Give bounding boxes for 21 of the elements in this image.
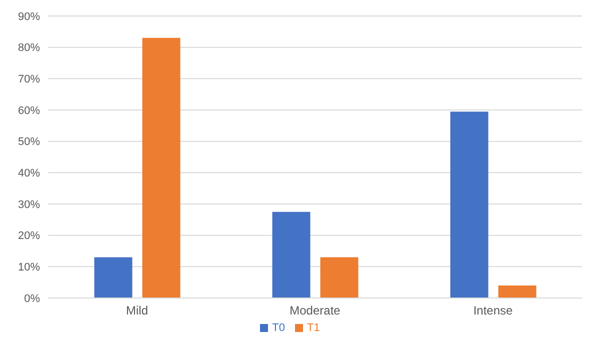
bar [498, 285, 536, 298]
legend-label: T1 [307, 322, 320, 334]
bar [320, 257, 358, 298]
y-tick-label: 70% [18, 74, 40, 86]
y-tick-label: 10% [18, 262, 40, 274]
bar [272, 212, 310, 298]
y-tick-label: 60% [18, 104, 40, 117]
y-tick-label: 40% [18, 168, 40, 180]
x-tick-label: Mild [126, 304, 148, 318]
x-tick-label: Moderate [290, 304, 341, 318]
y-tick-label: 90% [18, 10, 40, 23]
bar [450, 112, 488, 298]
y-tick-label: 50% [18, 136, 40, 148]
y-tick-label: 30% [18, 198, 40, 211]
y-tick-label: 80% [18, 42, 40, 54]
x-tick-label: Intense [473, 304, 513, 318]
bar [94, 257, 132, 298]
y-tick-label: 20% [18, 230, 40, 242]
bar [142, 38, 180, 298]
legend-label: T0 [272, 322, 285, 334]
y-tick-label: 0% [24, 292, 40, 305]
